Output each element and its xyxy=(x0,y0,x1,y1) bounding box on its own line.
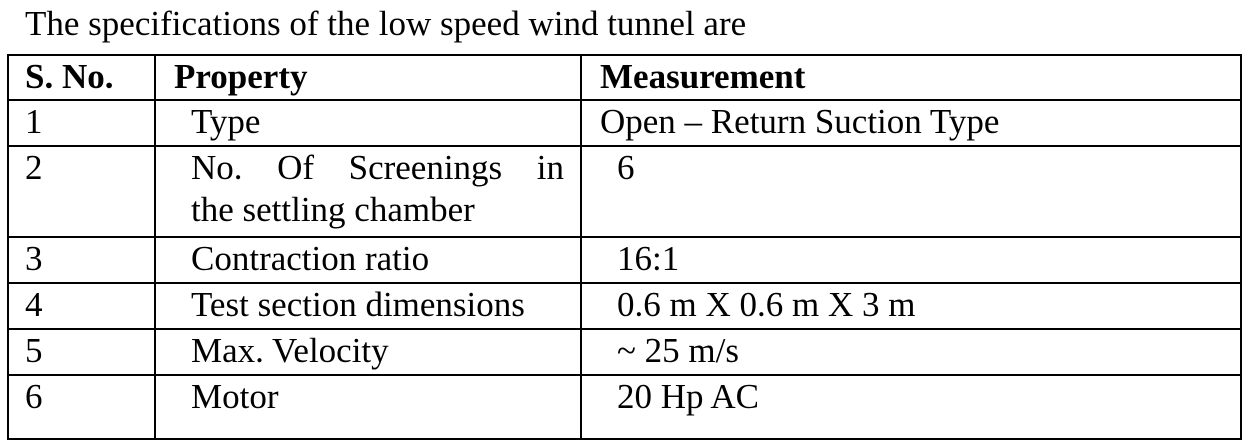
serial-number-cell: 6 xyxy=(7,374,156,440)
table-row: 1 Type Open – Return Suction Type xyxy=(7,99,1242,147)
table-row: 4 Test section dimensions 0.6 m X 0.6 m … xyxy=(7,282,1242,330)
property-line-1: No. Of Screenings in xyxy=(191,148,564,187)
serial-number-cell: 4 xyxy=(7,282,156,330)
table-row: 2 No. Of Screenings in the settling cham… xyxy=(7,145,1242,238)
specifications-table: S. No. Property Measurement 1 Type Open … xyxy=(7,54,1242,440)
measurement-cell: 0.6 m X 0.6 m X 3 m xyxy=(580,282,1242,330)
serial-number-cell: 3 xyxy=(7,236,156,284)
header-measurement: Measurement xyxy=(580,54,1242,101)
header-serial-number: S. No. xyxy=(7,54,156,101)
serial-number-cell: 2 xyxy=(7,145,156,238)
measurement-cell: 16:1 xyxy=(580,236,1242,284)
table-row: 6 Motor 20 Hp AC xyxy=(7,374,1242,440)
property-line-2: the settling chamber xyxy=(191,190,475,229)
measurement-cell: Open – Return Suction Type xyxy=(580,99,1242,147)
table-row: 5 Max. Velocity ~ 25 m/s xyxy=(7,328,1242,376)
header-property: Property xyxy=(154,54,582,101)
measurement-cell: 6 xyxy=(580,145,1242,238)
serial-number-cell: 1 xyxy=(7,99,156,147)
measurement-cell: 20 Hp AC xyxy=(580,374,1242,440)
table-header-row: S. No. Property Measurement xyxy=(7,54,1242,101)
property-cell: Contraction ratio xyxy=(154,236,582,284)
measurement-cell: ~ 25 m/s xyxy=(580,328,1242,376)
property-cell: Max. Velocity xyxy=(154,328,582,376)
property-cell: Type xyxy=(154,99,582,147)
table-row: 3 Contraction ratio 16:1 xyxy=(7,236,1242,284)
serial-number-cell: 5 xyxy=(7,328,156,376)
property-cell: No. Of Screenings in the settling chambe… xyxy=(154,145,582,238)
property-cell: Motor xyxy=(154,374,582,440)
intro-sentence: The specifications of the low speed wind… xyxy=(25,4,747,43)
property-cell: Test section dimensions xyxy=(154,282,582,330)
